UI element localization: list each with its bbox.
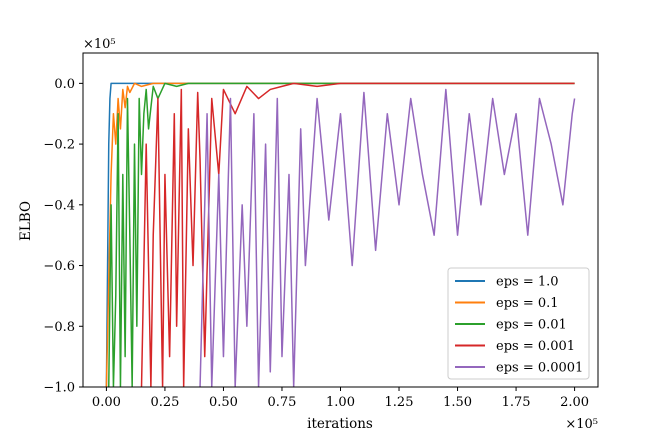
x-tick-label: 0.50 [209, 395, 238, 410]
y-tick-label: −0.4 [43, 198, 75, 213]
x-tick-label: 0.00 [92, 395, 121, 410]
x-tick-label: 1.00 [326, 395, 355, 410]
x-tick-label: 1.75 [502, 395, 531, 410]
x-axis-ticks: 0.00 0.25 0.50 0.75 1.00 1.25 1.50 1.75 2.00 [92, 387, 589, 410]
y-tick-label: −0.2 [43, 138, 75, 153]
x-tick-label: 1.25 [385, 395, 414, 410]
legend-label-5: eps = 0.0001 [496, 361, 583, 376]
y-multiplier-label: ×10⁵ [83, 37, 116, 52]
y-tick-label: −0.6 [43, 259, 75, 274]
x-multiplier-label: ×10⁵ [565, 417, 598, 432]
y-tick-label: −1.0 [43, 381, 75, 396]
y-axis-ticks: −1.0 −0.8 −0.6 −0.4 −0.2 0.0 [43, 77, 83, 396]
x-axis-label: iterations [307, 416, 373, 432]
legend-label-1: eps = 1.0 [496, 275, 559, 290]
legend-label-2: eps = 0.1 [496, 296, 559, 311]
x-tick-label: 2.00 [560, 395, 589, 410]
legend-label-4: eps = 0.001 [496, 339, 575, 354]
x-tick-label: 0.25 [150, 395, 179, 410]
legend-label-3: eps = 0.01 [496, 318, 567, 333]
x-tick-label: 0.75 [268, 395, 297, 410]
x-tick-label: 1.50 [443, 395, 472, 410]
y-tick-label: 0.0 [54, 77, 75, 92]
series-line-3 [108, 82, 575, 387]
series-layer [105, 82, 576, 387]
legend: eps = 1.0 eps = 0.1 eps = 0.01 eps = 0.001 e… [447, 267, 590, 380]
legend-box [447, 267, 590, 380]
y-tick-label: −0.8 [43, 320, 75, 335]
y-axis-label: ELBO [18, 201, 34, 241]
series-line-5 [199, 88, 576, 387]
series-line-4 [140, 82, 575, 387]
